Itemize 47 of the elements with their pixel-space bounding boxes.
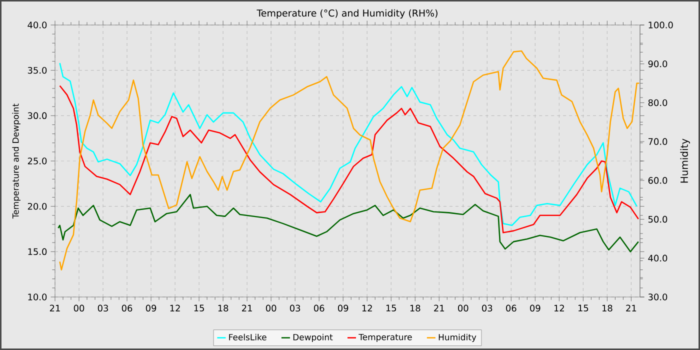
x-tick-label: 03 [290,304,300,312]
x-tick-label: 03 [482,304,492,312]
x-tick-label: 06 [506,304,516,312]
chart-title: Temperature (°C) and Humidity (RH%) [256,9,438,18]
y2-tick-label: 40.0 [648,254,668,262]
x-tick-label: 06 [314,304,324,312]
x-tick-label: 18 [218,304,228,312]
x-tick-label: 21 [434,304,444,312]
y-tick-label: 20.0 [28,202,47,210]
y2-tick-label: 90.0 [648,60,668,68]
x-tick-label: 06 [122,304,132,312]
y-tick-label: 40.0 [28,22,47,28]
x-tick-label: 21 [50,304,60,312]
x-tick-label: 00 [458,304,468,312]
y-tick-label: 15.0 [28,248,47,256]
y-tick-label: 25.0 [28,158,47,164]
y2-tick-label: 80.0 [648,99,668,106]
x-tick-label: 18 [602,304,612,312]
y-axis-title: Temperature and Dewpoint [12,104,20,219]
legend-label: Dewpoint [293,334,333,342]
x-tick-label: 09 [530,304,540,312]
legend-label: Temperature [358,334,412,342]
x-tick-label: 21 [242,304,252,312]
x-tick-label: 18 [410,304,420,312]
y2-tick-label: 50.0 [648,216,668,223]
y2-tick-label: 60.0 [648,177,668,184]
y-tick-label: 35.0 [28,66,47,74]
x-tick-label: 00 [74,304,84,312]
x-tick-label: 15 [194,304,204,312]
x-tick-label: 15 [386,304,396,312]
x-tick-label: 15 [578,304,588,312]
y-tick-label: 30.0 [28,112,47,120]
y2-tick-label: 70.0 [648,138,668,145]
x-tick-label: 12 [554,304,564,312]
x-tick-label: 09 [338,304,348,312]
x-tick-label: 00 [266,304,276,312]
y2-axis-title: Humidity [680,138,690,183]
legend-label: Humidity [438,334,476,342]
x-tick-label: 21 [626,304,636,312]
x-tick-label: 09 [146,304,156,312]
legend-label: FeelsLike [229,334,266,340]
x-tick-label: 12 [362,304,372,312]
x-tick-label: 12 [170,304,180,312]
y-tick-label: 10.0 [28,294,47,300]
y2-tick-label: 100.0 [648,22,673,28]
x-tick-label: 03 [98,304,108,312]
y2-tick-label: 30.0 [648,294,668,300]
